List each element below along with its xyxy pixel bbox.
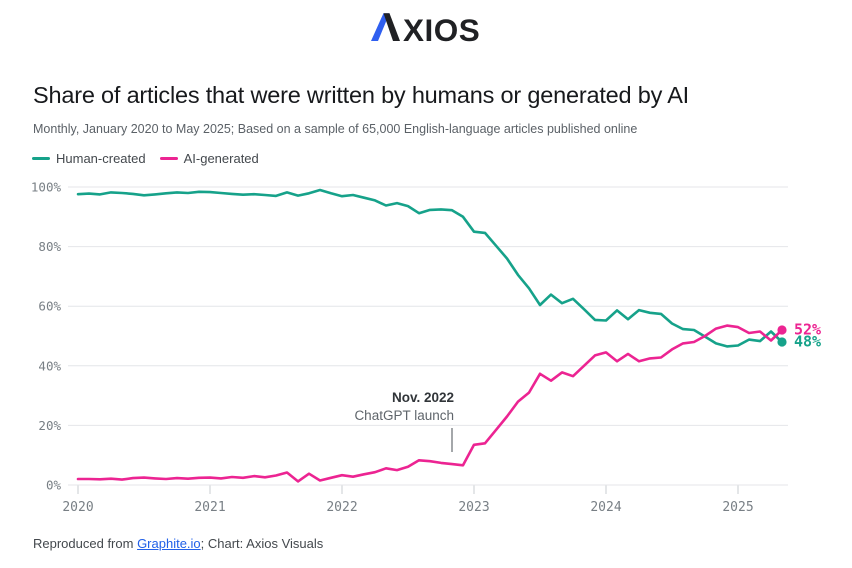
logo-a-right-stroke bbox=[383, 13, 400, 41]
annotation-event: ChatGPT launch bbox=[354, 408, 454, 423]
ai-generated-end-dot bbox=[777, 325, 787, 335]
legend-item-ai-generated: AI-generated bbox=[159, 151, 259, 166]
human-created-end-dot bbox=[777, 337, 787, 347]
chart-subtitle: Monthly, January 2020 to May 2025; Based… bbox=[33, 122, 638, 136]
logo-text: XIOS bbox=[403, 12, 480, 42]
annotation-date: Nov. 2022 bbox=[392, 390, 454, 405]
y-axis-label-20%: 20% bbox=[38, 418, 61, 433]
graphite-link[interactable]: Graphite.io bbox=[137, 536, 201, 551]
ai-generated-swatch-icon bbox=[159, 156, 178, 161]
source-suffix: ; Chart: Axios Visuals bbox=[200, 536, 324, 551]
y-axis-label-100%: 100% bbox=[31, 180, 62, 195]
human-created-line bbox=[76, 188, 784, 348]
chart-title: Share of articles that were written by h… bbox=[33, 82, 689, 108]
logo-container: XIOS bbox=[0, 10, 852, 42]
y-axis-label-80%: 80% bbox=[38, 239, 61, 254]
axios-logo: XIOS bbox=[371, 12, 480, 42]
human-created-end-label: 48% bbox=[794, 333, 821, 351]
y-axis-label-40%: 40% bbox=[38, 358, 61, 373]
logo-a-left-stroke bbox=[371, 13, 390, 41]
y-axis-label-0%: 0% bbox=[46, 478, 62, 493]
x-axis-label-2023: 2023 bbox=[458, 500, 489, 515]
y-axis-label-60%: 60% bbox=[38, 299, 61, 314]
x-axis-label-2022: 2022 bbox=[326, 500, 357, 515]
x-axis-label-2020: 2020 bbox=[62, 500, 93, 515]
x-axis-label-2025: 2025 bbox=[722, 500, 753, 515]
ai-generated-line bbox=[76, 324, 784, 483]
chart-legend: Human-created AI-generated bbox=[32, 151, 259, 166]
source-note: Reproduced from Graphite.io; Chart: Axio… bbox=[33, 536, 323, 551]
legend-item-human-created: Human-created bbox=[32, 151, 146, 166]
legend-label-ai-generated: AI-generated bbox=[183, 151, 259, 166]
x-axis-label-2021: 2021 bbox=[194, 500, 225, 515]
legend-label-human-created: Human-created bbox=[56, 151, 146, 166]
human-created-swatch-icon bbox=[32, 156, 50, 161]
source-prefix: Reproduced from bbox=[33, 536, 138, 551]
x-axis-label-2024: 2024 bbox=[590, 500, 621, 515]
ai-generated-end-label: 52% bbox=[794, 321, 821, 339]
